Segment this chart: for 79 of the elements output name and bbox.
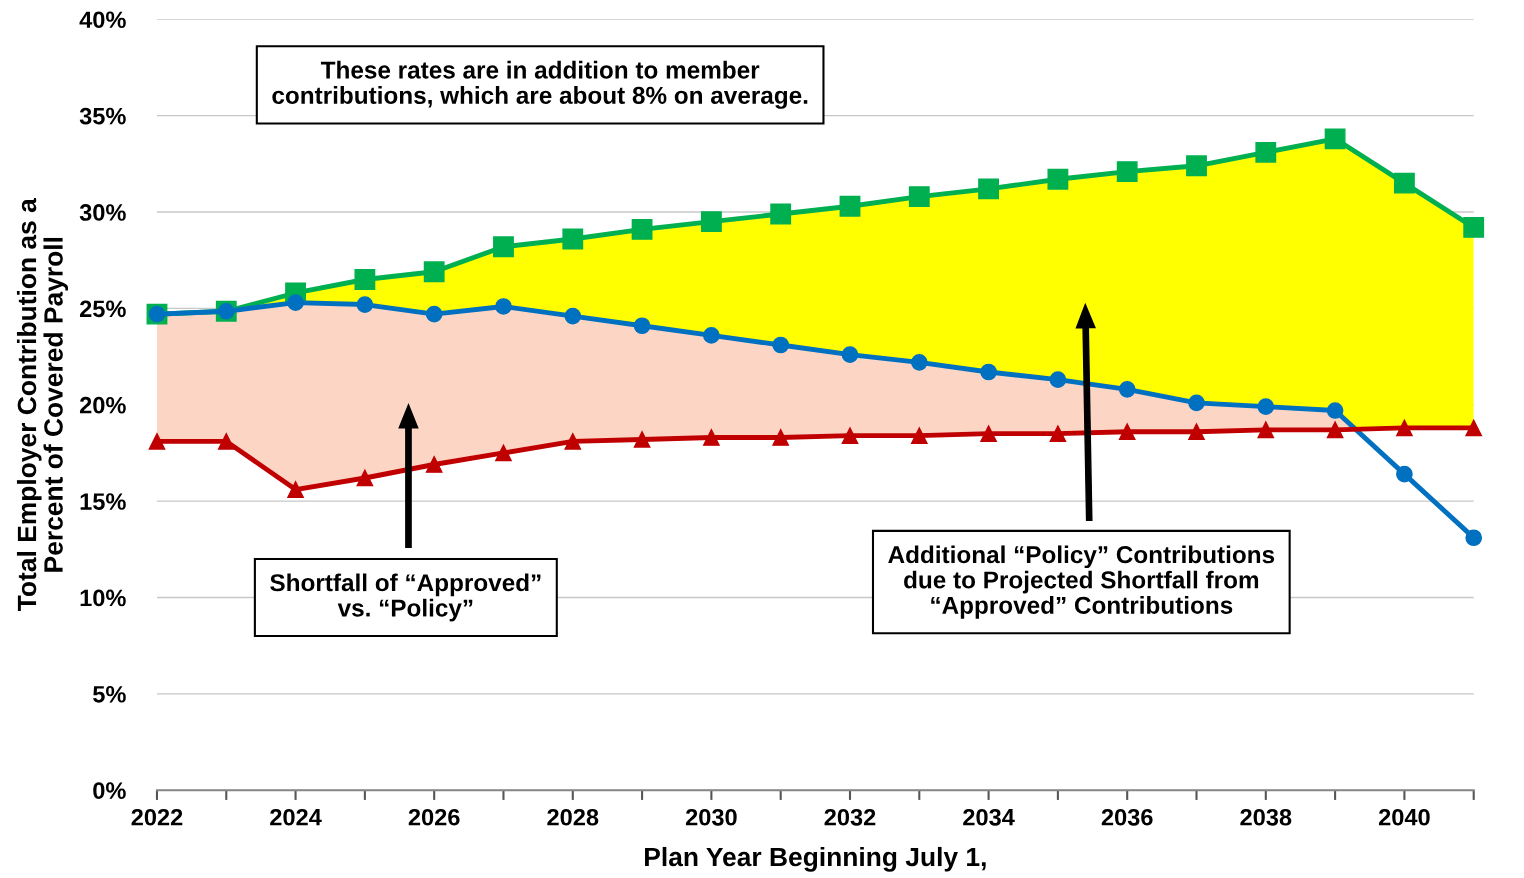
point xyxy=(1465,419,1483,437)
point xyxy=(908,186,930,208)
y-tick-label: 15% xyxy=(80,493,126,510)
point xyxy=(1257,421,1275,439)
point xyxy=(1186,155,1207,177)
point xyxy=(1188,394,1205,412)
annotation: These rates are in addition to member contributions, which are about 8% on average. xyxy=(272,60,808,109)
x-axis-title: Plan Year Beginning July 1, xyxy=(645,846,986,872)
point xyxy=(1049,371,1067,389)
point xyxy=(1463,217,1485,238)
point xyxy=(978,178,1000,200)
x-tick-label: 2028 xyxy=(547,808,599,826)
point xyxy=(1049,425,1067,443)
point xyxy=(287,294,304,311)
point xyxy=(633,317,651,335)
point xyxy=(495,444,512,462)
point xyxy=(1326,402,1344,419)
point xyxy=(356,469,374,487)
y-axis-title: Total Employer Contribution as a Percent of Covered Payroll xyxy=(16,198,69,611)
point xyxy=(841,346,859,363)
point xyxy=(287,481,304,498)
x-tick-label: 2026 xyxy=(408,808,460,826)
point xyxy=(910,354,928,371)
y-tick-label: 10% xyxy=(80,589,126,607)
y-tick-label: 25% xyxy=(79,300,126,318)
point xyxy=(562,228,584,250)
point xyxy=(1188,423,1205,441)
y-tick-label: 35% xyxy=(79,107,126,125)
x-tick-label: 2022 xyxy=(131,808,183,826)
point xyxy=(633,431,651,448)
point xyxy=(1118,381,1136,398)
point xyxy=(1396,419,1413,437)
point xyxy=(354,269,376,290)
y-tick-label: 0% xyxy=(93,782,126,799)
point xyxy=(356,296,374,313)
point xyxy=(1116,161,1138,182)
x-tick-label: 2030 xyxy=(685,808,737,826)
point xyxy=(1118,423,1136,441)
point xyxy=(217,433,235,450)
point xyxy=(839,195,861,217)
point xyxy=(700,211,722,233)
y-tick-label: 5% xyxy=(93,685,126,703)
point xyxy=(1047,168,1069,190)
point xyxy=(495,298,512,315)
point xyxy=(703,429,720,446)
point xyxy=(1257,398,1275,416)
point xyxy=(772,429,790,446)
x-tick-label: 2040 xyxy=(1378,808,1430,826)
point xyxy=(1393,172,1415,194)
point xyxy=(564,433,582,450)
point xyxy=(631,218,653,240)
point xyxy=(423,261,445,283)
point xyxy=(703,327,720,344)
point xyxy=(493,236,514,258)
point xyxy=(425,305,443,323)
x-tick-label: 2038 xyxy=(1240,808,1292,826)
point xyxy=(1465,529,1483,547)
point xyxy=(1255,141,1277,163)
x-tick-label: 2032 xyxy=(824,808,876,826)
point xyxy=(1396,465,1413,483)
x-tick-label: 2024 xyxy=(270,808,322,826)
point xyxy=(148,433,166,450)
point xyxy=(770,203,792,225)
annotation: Shortfall of “Approved” vs. “Policy” xyxy=(270,573,541,622)
point xyxy=(980,425,997,443)
point xyxy=(564,307,582,325)
point xyxy=(910,427,928,444)
point xyxy=(425,456,443,473)
x-tick-label: 2034 xyxy=(963,808,1015,826)
y-tick-label: 20% xyxy=(79,396,126,414)
y-tick-label: 30% xyxy=(79,204,126,221)
annotation: Additional “Policy” Contributions due to Projected Shortfall from “Approved” Contributions xyxy=(888,545,1275,619)
point xyxy=(980,363,997,381)
point xyxy=(841,427,859,444)
point xyxy=(772,336,790,354)
x-tick-label: 2036 xyxy=(1101,808,1153,826)
y-tick-label: 40% xyxy=(79,11,126,29)
point xyxy=(1326,421,1344,439)
point xyxy=(1324,128,1346,150)
